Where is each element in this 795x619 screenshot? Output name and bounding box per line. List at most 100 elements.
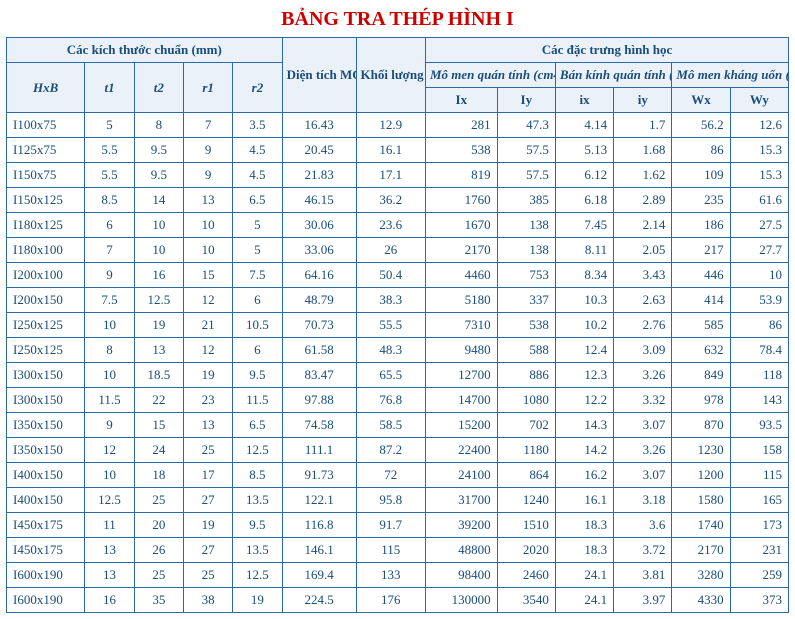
table-cell: 12.4 (555, 338, 613, 363)
table-cell: 26 (356, 238, 425, 263)
table-cell: 1.62 (614, 163, 672, 188)
hdr-r1: r1 (183, 63, 232, 113)
table-cell: 27.7 (730, 238, 788, 263)
table-row: I400x15012.5252713.5122.195.831700124016… (7, 488, 789, 513)
table-cell: 12 (85, 438, 134, 463)
table-cell: 19 (233, 588, 282, 613)
table-cell: 217 (672, 238, 730, 263)
table-cell: 13 (134, 338, 183, 363)
table-cell: 14 (134, 188, 183, 213)
hdr-Wy: Wy (730, 88, 788, 113)
table-cell: 7.45 (555, 213, 613, 238)
table-cell: 173 (730, 513, 788, 538)
table-cell: 1180 (497, 438, 555, 463)
hdr-dimensions: Các kích thước chuẩn (mm) (7, 38, 283, 63)
table-cell: 48.79 (282, 288, 356, 313)
table-cell: 13 (85, 538, 134, 563)
table-cell: 13 (183, 188, 232, 213)
table-cell: I200x100 (7, 263, 85, 288)
hdr-t1: t1 (85, 63, 134, 113)
table-cell: 2.63 (614, 288, 672, 313)
table-cell: 10 (134, 238, 183, 263)
table-cell: 2.76 (614, 313, 672, 338)
table-cell: 16.43 (282, 113, 356, 138)
table-cell: 50.4 (356, 263, 425, 288)
table-cell: 10.5 (233, 313, 282, 338)
table-cell: 6.5 (233, 188, 282, 213)
table-cell: 11.5 (233, 388, 282, 413)
table-cell: 4460 (425, 263, 497, 288)
hdr-section-modulus: Mô men kháng uốn (cm3) (672, 63, 789, 88)
table-cell: 22 (134, 388, 183, 413)
table-cell: 7310 (425, 313, 497, 338)
table-cell: 133 (356, 563, 425, 588)
table-cell: 7.5 (233, 263, 282, 288)
table-cell: 10 (730, 263, 788, 288)
table-cell: 15200 (425, 413, 497, 438)
table-cell: 122.1 (282, 488, 356, 513)
table-cell: 538 (425, 138, 497, 163)
table-cell: I400x150 (7, 463, 85, 488)
table-cell: 2020 (497, 538, 555, 563)
table-cell: 4.5 (233, 163, 282, 188)
table-row: I180x10071010533.062621701388.112.052172… (7, 238, 789, 263)
table-cell: 12.3 (555, 363, 613, 388)
table-cell: 10 (134, 213, 183, 238)
table-cell: 1760 (425, 188, 497, 213)
table-cell: 15 (134, 413, 183, 438)
table-cell: 24 (134, 438, 183, 463)
table-cell: 74.58 (282, 413, 356, 438)
table-cell: 2.05 (614, 238, 672, 263)
table-cell: 10 (85, 363, 134, 388)
table-cell: 4.5 (233, 138, 282, 163)
table-header: Các kích thước chuẩn (mm) Diện tích MCN … (7, 38, 789, 113)
table-cell: 91.73 (282, 463, 356, 488)
table-row: I250x12581312661.5848.3948058812.43.0963… (7, 338, 789, 363)
table-cell: I180x100 (7, 238, 85, 263)
table-cell: 1240 (497, 488, 555, 513)
table-cell: 17.1 (356, 163, 425, 188)
table-cell: I450x175 (7, 513, 85, 538)
table-cell: 10 (85, 463, 134, 488)
table-cell: 10 (183, 213, 232, 238)
table-cell: 36.2 (356, 188, 425, 213)
table-cell: 11.5 (85, 388, 134, 413)
table-cell: 1510 (497, 513, 555, 538)
table-cell: 15.3 (730, 138, 788, 163)
table-cell: 98400 (425, 563, 497, 588)
table-cell: 12.5 (134, 288, 183, 313)
table-cell: 8.11 (555, 238, 613, 263)
table-cell: 23.6 (356, 213, 425, 238)
table-cell: 373 (730, 588, 788, 613)
table-cell: 109 (672, 163, 730, 188)
table-cell: 46.15 (282, 188, 356, 213)
table-cell: 27 (183, 488, 232, 513)
table-cell: 64.16 (282, 263, 356, 288)
table-cell: 4330 (672, 588, 730, 613)
table-cell: 86 (730, 313, 788, 338)
page-title: BẢNG TRA THÉP HÌNH I (6, 8, 789, 31)
table-cell: 146.1 (282, 538, 356, 563)
table-cell: 281 (425, 113, 497, 138)
table-cell: 53.9 (730, 288, 788, 313)
table-row: I400x1501018178.591.73722410086416.23.07… (7, 463, 789, 488)
hdr-Iy: Iy (497, 88, 555, 113)
table-body: I100x755873.516.4312.928147.34.141.756.2… (7, 113, 789, 613)
table-cell: 10.3 (555, 288, 613, 313)
table-cell: 2170 (672, 538, 730, 563)
table-cell: 95.8 (356, 488, 425, 513)
table-cell: 978 (672, 388, 730, 413)
table-cell: 48800 (425, 538, 497, 563)
table-cell: 9.5 (134, 138, 183, 163)
table-cell: 6 (85, 213, 134, 238)
table-cell: 19 (183, 513, 232, 538)
table-row: I300x1501018.5199.583.4765.51270088612.3… (7, 363, 789, 388)
table-cell: I350x150 (7, 438, 85, 463)
table-cell: 585 (672, 313, 730, 338)
table-cell: 3.97 (614, 588, 672, 613)
table-cell: 21 (183, 313, 232, 338)
hdr-ix-small: ix (555, 88, 613, 113)
table-cell: 70.73 (282, 313, 356, 338)
table-cell: 138 (497, 238, 555, 263)
table-cell: 72 (356, 463, 425, 488)
